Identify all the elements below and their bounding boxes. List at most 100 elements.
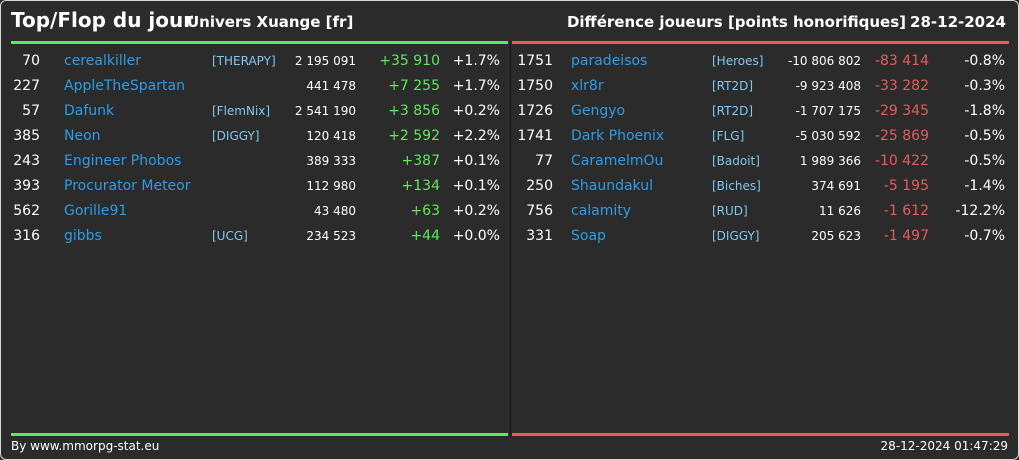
alliance-tag-link[interactable]: [RUD] xyxy=(712,204,748,218)
percent-change: +0.1% xyxy=(452,153,500,169)
points-difference: -5 195 xyxy=(883,178,929,194)
points-difference: +3 856 xyxy=(388,103,440,119)
alliance-tag-link[interactable]: [Heroes] xyxy=(712,54,764,68)
player-name-link[interactable]: Neon xyxy=(64,128,101,144)
page-title: Top/Flop du jour xyxy=(11,8,194,32)
flop-row: 331 Soap [DIGGY] 205 623 -1 497 -0.7% xyxy=(512,225,1009,250)
metric-label: Différence joueurs [points honorifiques] xyxy=(566,13,906,31)
flop-row: 1751 paradeisos [Heroes] -10 806 802 -83 414… xyxy=(512,50,1009,75)
player-name-link[interactable]: AppleTheSpartan xyxy=(64,78,185,94)
points-difference: +7 255 xyxy=(388,78,440,94)
player-name-link[interactable]: Engineer Phobos xyxy=(64,153,182,169)
player-rank: 316 xyxy=(13,228,40,244)
player-rank: 393 xyxy=(13,178,40,194)
player-name-link[interactable]: calamity xyxy=(571,203,632,219)
player-rank: 1750 xyxy=(517,78,553,94)
flop-row: 250 Shaundakul [Biches] 374 691 -5 195 -1.4% xyxy=(512,175,1009,200)
alliance-tag-link[interactable]: [Biches] xyxy=(712,179,761,193)
player-points: 11 626 xyxy=(819,204,861,218)
footer-credit: By www.mmorpg-stat.eu xyxy=(11,439,160,453)
top-list: 70 cerealkiller [THERAPY] 2 195 091 +35 910 +… xyxy=(11,50,508,250)
player-points: 234 523 xyxy=(306,229,356,243)
alliance-tag-link[interactable]: [UCG] xyxy=(212,229,248,243)
percent-change: -1.4% xyxy=(964,178,1005,194)
top-row: 57 Dafunk [FlemNix] 2 541 190 +3 856 +0.2% xyxy=(11,100,508,125)
player-name-link[interactable]: Procurator Meteor xyxy=(64,178,191,194)
player-name-link[interactable]: paradeisos xyxy=(571,53,648,69)
flop-row: 77 CaramelmOu [Badoit] 1 989 366 -10 422 -0.5… xyxy=(512,150,1009,175)
player-name-link[interactable]: CaramelmOu xyxy=(571,153,664,169)
player-name-link[interactable]: Gorille91 xyxy=(64,203,128,219)
player-rank: 331 xyxy=(526,228,553,244)
alliance-tag-link[interactable]: [DIGGY] xyxy=(212,129,260,143)
flop-panel: 1751 paradeisos [Heroes] -10 806 802 -83 414… xyxy=(512,41,1009,436)
player-rank: 227 xyxy=(13,78,40,94)
panel-divider xyxy=(510,41,511,436)
top-bar-upper xyxy=(11,41,508,44)
player-points: 120 418 xyxy=(306,129,356,143)
player-points: 43 480 xyxy=(314,204,356,218)
player-name-link[interactable]: Shaundakul xyxy=(571,178,653,194)
top-panel: 70 cerealkiller [THERAPY] 2 195 091 +35 910 +… xyxy=(11,41,508,436)
player-name-link[interactable]: Dafunk xyxy=(64,103,115,119)
points-difference: +35 910 xyxy=(379,53,440,69)
points-difference: -1 497 xyxy=(883,228,929,244)
flop-row: 1726 Gengyo [RT2D] -1 707 175 -29 345 -1.8% xyxy=(512,100,1009,125)
percent-change: -0.7% xyxy=(964,228,1005,244)
percent-change: -0.5% xyxy=(964,128,1005,144)
percent-change: -0.5% xyxy=(964,153,1005,169)
flop-bar-upper xyxy=(512,41,1009,44)
player-name-link[interactable]: cerealkiller xyxy=(64,53,141,69)
player-rank: 756 xyxy=(526,203,553,219)
percent-change: +1.7% xyxy=(452,53,500,69)
player-points: -5 030 592 xyxy=(795,129,861,143)
player-points: 441 478 xyxy=(306,79,356,93)
points-difference: -29 345 xyxy=(874,103,929,119)
player-rank: 1741 xyxy=(517,128,553,144)
player-name-link[interactable]: Gengyo xyxy=(571,103,626,119)
player-points: 374 691 xyxy=(811,179,861,193)
universe-label: Univers Xuange [fr] xyxy=(187,13,354,31)
points-difference: +2 592 xyxy=(388,128,440,144)
player-points: 1 989 366 xyxy=(799,154,861,168)
alliance-tag-link[interactable]: [FLG] xyxy=(712,129,745,143)
points-difference: +44 xyxy=(410,228,440,244)
percent-change: +1.7% xyxy=(452,78,500,94)
player-rank: 70 xyxy=(22,53,40,69)
player-name-link[interactable]: Dark Phoenix xyxy=(571,128,665,144)
alliance-tag-link[interactable]: [FlemNix] xyxy=(212,104,271,118)
player-name-link[interactable]: gibbs xyxy=(64,228,102,244)
flop-bar-lower xyxy=(512,433,1009,436)
player-points: 389 333 xyxy=(306,154,356,168)
points-difference: -33 282 xyxy=(874,78,929,94)
player-name-link[interactable]: xlr8r xyxy=(571,78,604,94)
percent-change: +0.2% xyxy=(452,103,500,119)
percent-change: +0.0% xyxy=(452,228,500,244)
player-points: -9 923 408 xyxy=(795,79,861,93)
alliance-tag-link[interactable]: [THERAPY] xyxy=(212,54,276,68)
player-rank: 250 xyxy=(526,178,553,194)
player-rank: 385 xyxy=(13,128,40,144)
percent-change: -12.2% xyxy=(955,203,1005,219)
flop-row: 1741 Dark Phoenix [FLG] -5 030 592 -25 869 -0… xyxy=(512,125,1009,150)
points-difference: -25 869 xyxy=(874,128,929,144)
top-row: 243 Engineer Phobos 389 333 +387 +0.1% xyxy=(11,150,508,175)
points-difference: -83 414 xyxy=(874,53,929,69)
player-name-link[interactable]: Soap xyxy=(571,228,606,244)
player-points: 205 623 xyxy=(811,229,861,243)
alliance-tag-link[interactable]: [RT2D] xyxy=(712,79,754,93)
top-row: 562 Gorille91 43 480 +63 +0.2% xyxy=(11,200,508,225)
alliance-tag-link[interactable]: [DIGGY] xyxy=(712,229,760,243)
percent-change: +2.2% xyxy=(452,128,500,144)
footer-timestamp: 28-12-2024 01:47:29 xyxy=(880,439,1008,453)
alliance-tag-link[interactable]: [Badoit] xyxy=(712,154,760,168)
flop-row: 756 calamity [RUD] 11 626 -1 612 -12.2% xyxy=(512,200,1009,225)
player-rank: 1726 xyxy=(517,103,553,119)
alliance-tag-link[interactable]: [RT2D] xyxy=(712,104,754,118)
points-difference: +387 xyxy=(401,153,440,169)
player-points: 112 980 xyxy=(306,179,356,193)
percent-change: -0.8% xyxy=(964,53,1005,69)
player-rank: 1751 xyxy=(517,53,553,69)
top-bar-lower xyxy=(11,433,508,436)
player-points: -1 707 175 xyxy=(795,104,861,118)
